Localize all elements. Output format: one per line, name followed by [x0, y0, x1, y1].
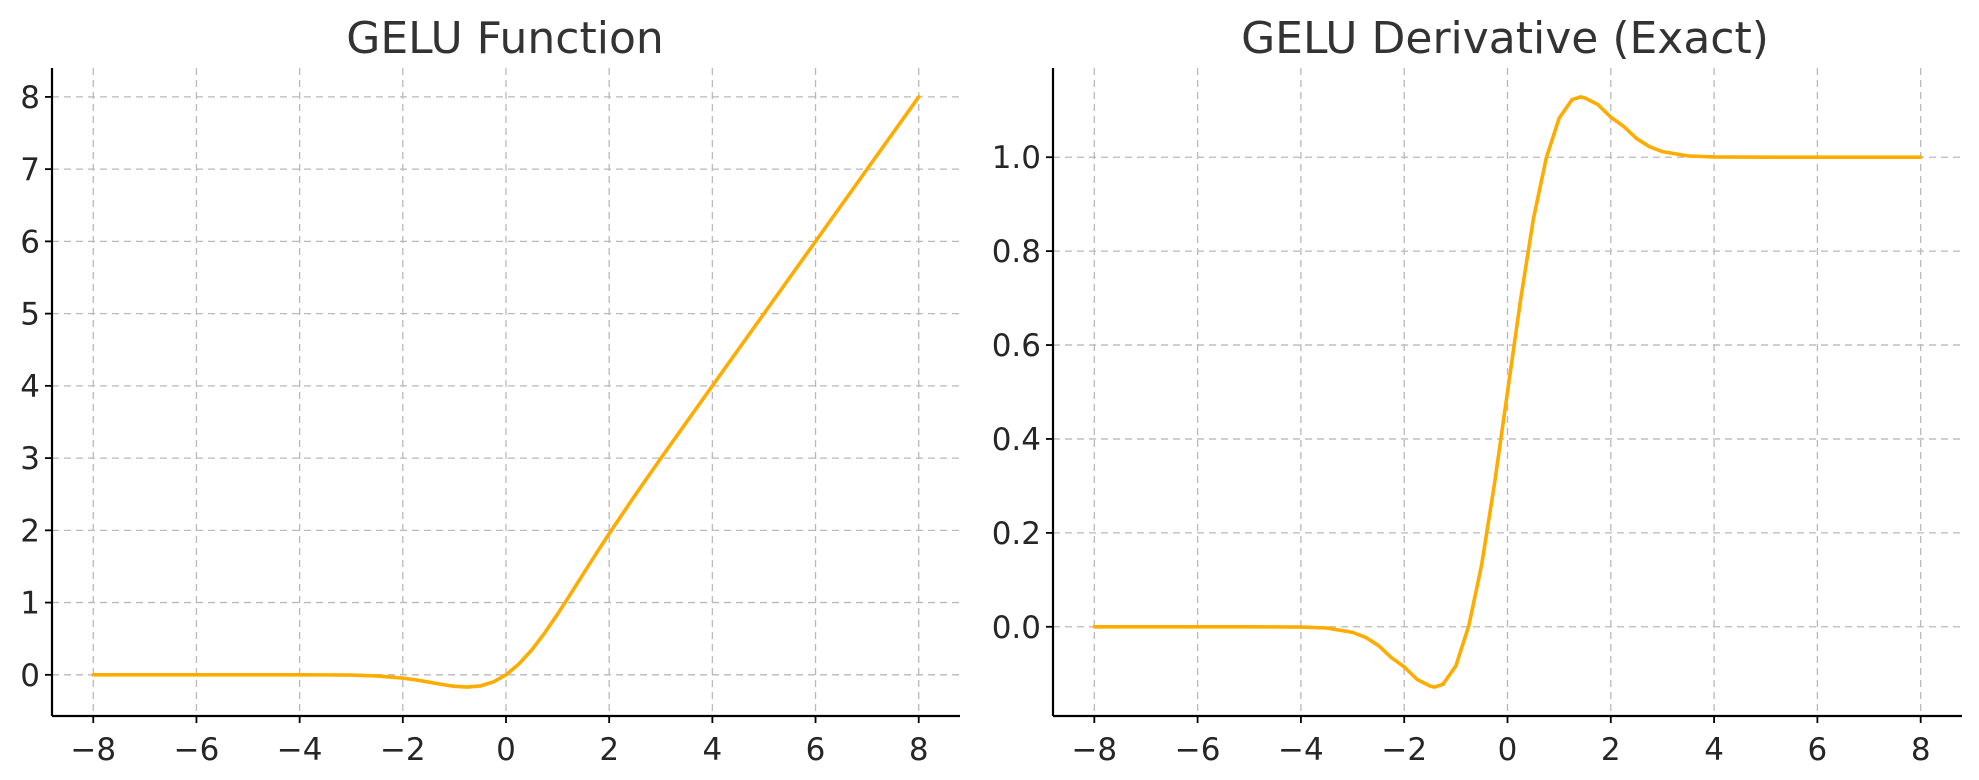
y-tick-label: 0.8: [992, 234, 1041, 270]
x-tick-label: −2: [380, 732, 426, 768]
x-tick-label: −6: [174, 732, 220, 768]
x-tick-label: −4: [277, 732, 323, 768]
y-tick-label: 4: [20, 369, 40, 405]
series-line: [1092, 95, 1923, 689]
plot-area: −8 −6 −4 −2 0 2 4 6 8 0 1 2 3 4 5 6 7 8: [20, 68, 960, 768]
chart-title: GELU Function: [346, 13, 664, 64]
x-tick-label: 2: [599, 732, 619, 768]
plot-area: −8 −6 −4 −2 0 2 4 6 8 0.0 0.2 0.4 0.6 0.8 1.0: [992, 68, 1962, 768]
y-tick-label: 6: [20, 224, 40, 260]
y-tick-label: 0.2: [992, 516, 1041, 552]
y-tick-label: 1: [20, 586, 40, 622]
x-tick-label: −8: [70, 732, 116, 768]
x-tick-label: −6: [1175, 732, 1221, 768]
y-tick-label: 7: [20, 152, 40, 188]
x-tick-label: 0: [1498, 732, 1518, 768]
y-tick-label: 0.4: [992, 422, 1041, 458]
x-tick-label: −8: [1071, 732, 1117, 768]
x-tick-label: 0: [496, 732, 516, 768]
x-tick-label: 6: [1808, 732, 1828, 768]
x-tick-label: −2: [1381, 732, 1427, 768]
chart-gelu-derivative: GELU Derivative (Exact) −8 −6 −4 −2 0 2 4 6 8 0.0…: [992, 13, 1962, 768]
x-tick-label: 4: [702, 732, 722, 768]
chart-title: GELU Derivative (Exact): [1241, 13, 1769, 64]
y-tick-label: 8: [20, 80, 40, 116]
series-line: [91, 95, 921, 689]
x-tick-label: 8: [909, 732, 929, 768]
y-tick-label: 2: [20, 513, 40, 549]
y-tick-label: 0.6: [992, 328, 1041, 364]
x-tick-label: 8: [1911, 732, 1931, 768]
x-tick-label: 6: [806, 732, 826, 768]
y-tick-label: 0.0: [992, 610, 1041, 646]
x-tick-label: −4: [1278, 732, 1324, 768]
y-tick-label: 5: [20, 297, 40, 333]
chart-gelu-function: GELU Function −8 −6 −4 −2 0 2 4 6 8 0 1 2 3 4 5 6 7 8: [20, 13, 960, 768]
x-tick-label: 4: [1704, 732, 1724, 768]
x-tick-label: 2: [1601, 732, 1621, 768]
y-tick-label: 0: [20, 658, 40, 694]
y-tick-label: 1.0: [992, 140, 1041, 176]
y-tick-label: 3: [20, 441, 40, 477]
